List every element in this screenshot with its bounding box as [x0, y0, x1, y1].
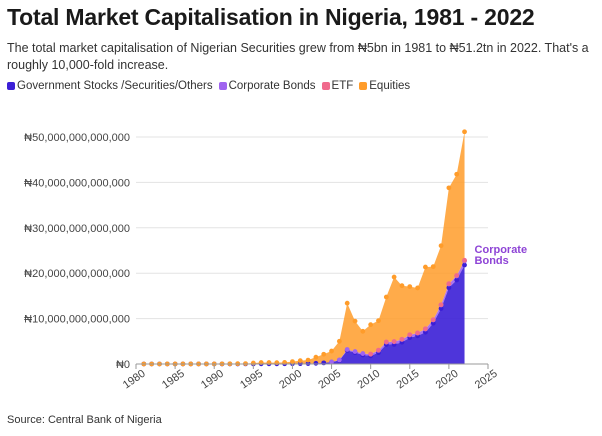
x-tick-label: 1980 [121, 368, 148, 392]
point-government [438, 306, 444, 312]
point-equities [290, 359, 295, 364]
point-equities [344, 300, 350, 306]
point-etf [383, 339, 389, 345]
point-equities [430, 264, 436, 270]
legend-label-equities: Equities [369, 80, 411, 92]
x-tick-label: 2020 [434, 368, 461, 392]
point-corporate [329, 359, 334, 365]
area-equities [143, 131, 465, 364]
point-equities [446, 185, 452, 191]
x-tick-label: 1985 [160, 368, 187, 392]
point-etf [407, 332, 413, 338]
x-tick-label: 1990 [199, 368, 226, 392]
point-equities [423, 264, 428, 270]
legend-item-corporate: Corporate Bonds [218, 80, 316, 92]
point-government [446, 285, 452, 291]
legend-swatch-etf [321, 82, 330, 90]
annotation-line2: Bonds [475, 255, 509, 267]
y-tick-label: ₦20,000,000,000,000 [24, 268, 130, 280]
legend-label-etf: ETF [331, 80, 354, 92]
chart-title: Total Market Capitalisation in Nigeria, … [7, 4, 535, 30]
point-corporate [360, 351, 366, 356]
point-etf [399, 336, 405, 342]
legend-item-government: Government Stocks /Securities/Others [7, 80, 213, 92]
x-tick-label: 2010 [355, 368, 382, 392]
point-etf [376, 347, 381, 353]
x-tick-label: 2005 [316, 368, 343, 392]
chart-subtitle: The total market capitalisation of Niger… [7, 41, 589, 72]
point-equities [297, 358, 303, 364]
point-government [321, 360, 327, 366]
point-etf [430, 317, 436, 323]
point-equities [438, 243, 444, 249]
point-equities [321, 351, 327, 357]
point-equities [305, 357, 311, 363]
legend: Government Stocks /Securities/Others Cor… [7, 80, 410, 92]
point-etf [446, 281, 452, 287]
legend-label-corporate: Corporate Bonds [228, 80, 316, 92]
y-tick-label: ₦30,000,000,000,000 [24, 223, 130, 235]
point-equities [462, 129, 467, 135]
point-equities [407, 284, 413, 289]
y-tick-label: ₦10,000,000,000,000 [24, 314, 130, 326]
point-equities [383, 294, 389, 300]
point-corporate [336, 357, 342, 363]
point-etf [462, 257, 467, 263]
point-equities [336, 338, 342, 344]
annotation-line1: Corporate [475, 244, 528, 256]
y-tick-label: ₦0 [116, 359, 130, 371]
legend-swatch-government [7, 82, 15, 90]
legend-label-government: Government Stocks /Securities/Others [17, 80, 213, 92]
point-equities [399, 283, 405, 289]
point-equities [454, 171, 460, 177]
point-equities [329, 348, 334, 354]
x-tick-label: 2015 [395, 368, 422, 392]
legend-swatch-equities [359, 82, 368, 90]
x-tick-label: 2000 [277, 368, 304, 392]
point-equities [368, 322, 374, 328]
point-government [454, 277, 460, 283]
source-note: Source: Central Bank of Nigeria [7, 414, 162, 426]
point-government [313, 360, 319, 366]
point-corporate [344, 347, 350, 352]
legend-item-etf: ETF [321, 80, 354, 92]
point-equities [352, 318, 358, 324]
point-government [462, 262, 467, 268]
point-equities [415, 285, 420, 291]
area-government [143, 265, 465, 364]
point-equities [313, 354, 319, 360]
point-etf [423, 326, 428, 332]
legend-swatch-corporate [218, 82, 227, 90]
point-etf [438, 302, 444, 308]
legend-item-equities: Equities [359, 80, 410, 92]
market-cap-chart: ₦0 ₦10,000,000,000,000 ₦20,000,000,000,000… [24, 129, 528, 392]
point-equities [376, 318, 381, 324]
point-equities [391, 274, 397, 280]
point-etf [454, 273, 460, 278]
x-tick-label: 1995 [238, 368, 265, 392]
point-etf [415, 330, 420, 336]
point-etf [368, 351, 374, 357]
y-tick-label: ₦50,000,000,000,000 [24, 132, 130, 144]
y-tick-label: ₦40,000,000,000,000 [24, 177, 130, 189]
point-equities [360, 328, 366, 334]
x-tick-label: 2025 [473, 368, 500, 392]
point-etf [391, 339, 397, 344]
point-corporate [352, 349, 358, 354]
